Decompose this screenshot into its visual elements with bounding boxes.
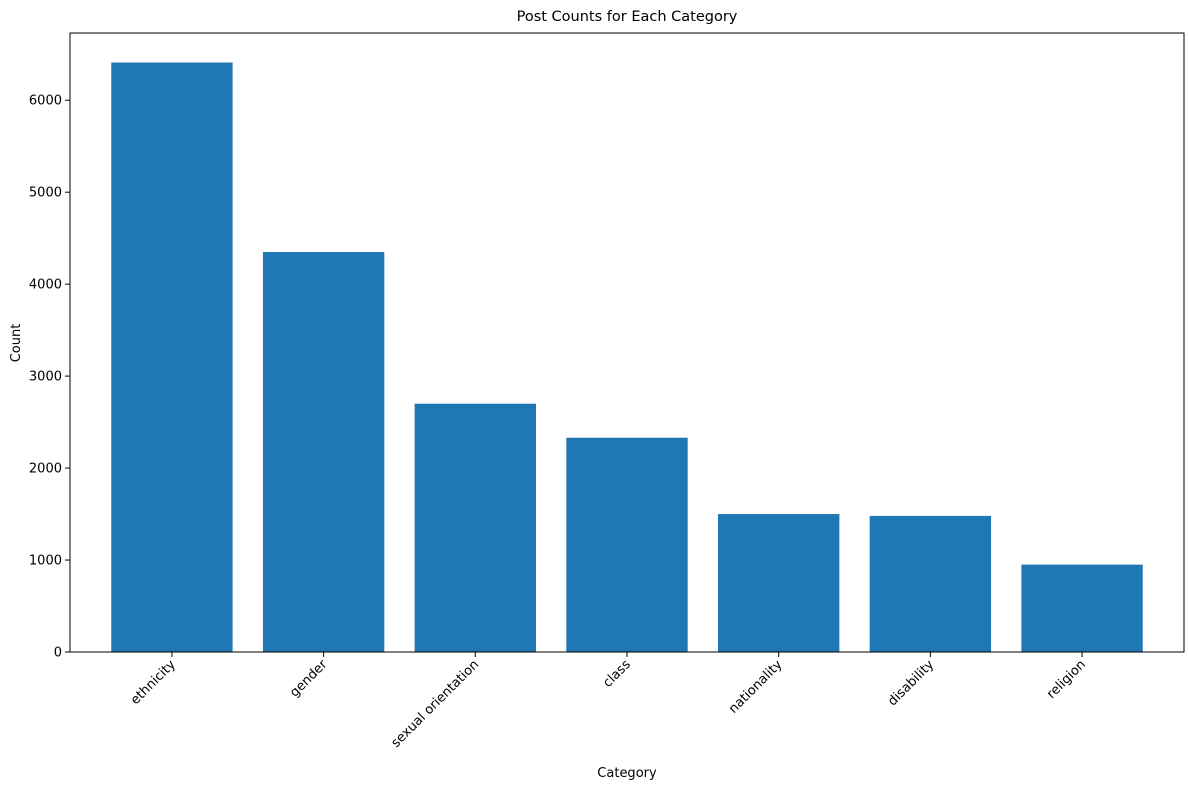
bars-layer <box>111 62 1143 653</box>
y-axis: 0 1000 2000 3000 4000 5000 6000 <box>29 94 70 661</box>
bar-gender <box>262 251 385 652</box>
x-axis-title: Category <box>597 766 657 781</box>
x-tick-label: class <box>600 657 634 691</box>
bar-sexual-orientation <box>414 403 536 652</box>
y-tick-label: 2000 <box>29 462 62 477</box>
x-tick-label: disability <box>885 657 937 709</box>
y-tick-label: 5000 <box>29 186 62 201</box>
bar-class <box>566 437 688 652</box>
x-tick-label: nationality <box>726 657 786 717</box>
x-tick-label: ethnicity <box>128 657 179 708</box>
bar-disability <box>869 515 992 652</box>
y-tick-label: 3000 <box>29 370 62 385</box>
y-tick-label: 1000 <box>29 554 62 569</box>
y-tick-label: 4000 <box>29 278 62 293</box>
y-tick-label: 6000 <box>29 94 62 109</box>
x-tick-label: gender <box>287 657 331 701</box>
x-axis: ethnicity gender sexual orientation class na… <box>128 652 1089 751</box>
y-tick-label: 0 <box>54 646 62 661</box>
chart-title: Post Counts for Each Category <box>517 9 738 25</box>
plot-frame <box>69 32 1185 653</box>
bar-religion <box>1021 564 1143 652</box>
bar-ethnicity <box>111 62 233 653</box>
y-axis-title: Count <box>9 324 24 363</box>
x-tick-label: sexual orientation <box>389 657 483 751</box>
x-tick-label: religion <box>1044 657 1089 702</box>
bar-nationality <box>718 514 840 652</box>
